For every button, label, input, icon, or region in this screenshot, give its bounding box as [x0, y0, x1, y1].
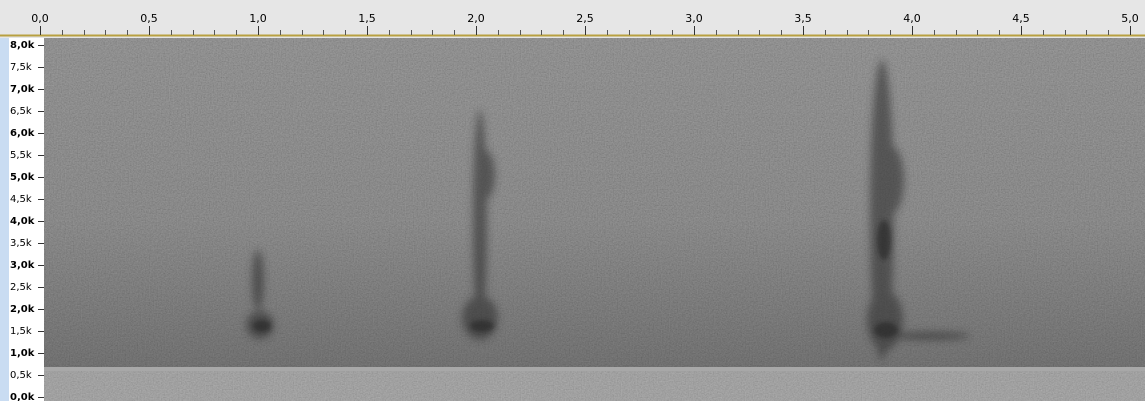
frequency-ticks: 8,0k 7,5k 7,0k 6,5k 6,0k 5,5k 5,0k 4,5k 4,0k 3,5k…	[10, 40, 44, 401]
frequency-tick-label: 0,5k	[10, 370, 32, 381]
frequency-tick-label: 8,0k	[10, 40, 35, 51]
time-tick-label: 1,5	[358, 12, 376, 25]
spectrogram	[44, 38, 1145, 401]
time-tick-label: 1,0	[249, 12, 267, 25]
frequency-tick-label: 2,5k	[10, 282, 32, 293]
time-ruler[interactable]	[0, 0, 1145, 38]
time-tick-label: 2,0	[467, 12, 485, 25]
time-tick-label: 5,0	[1121, 12, 1139, 25]
frequency-tick-label: 3,0k	[10, 260, 35, 271]
time-tick-label: 3,0	[685, 12, 703, 25]
frequency-tick-label: 5,5k	[10, 150, 32, 161]
time-tick-label: 4,5	[1012, 12, 1030, 25]
frequency-tick-label: 6,5k	[10, 106, 32, 117]
frequency-tick-label: 1,0k	[10, 348, 35, 359]
frequency-tick-label: 5,0k	[10, 172, 35, 183]
frequency-tick-label: 6,0k	[10, 128, 35, 139]
time-tick-label: 0,5	[140, 12, 158, 25]
frequency-tick-label: 4,0k	[10, 216, 35, 227]
frequency-tick-label: 7,5k	[10, 62, 32, 73]
time-tick-label: 2,5	[576, 12, 594, 25]
track-side-bar[interactable]	[0, 38, 9, 401]
frequency-tick-label: 2,0k	[10, 304, 35, 315]
frequency-tick-label: 0,0k	[10, 392, 35, 401]
frequency-tick-label: 4,5k	[10, 194, 32, 205]
frequency-tick-label: 3,5k	[10, 238, 32, 249]
frequency-tick-label: 1,5k	[10, 326, 32, 337]
time-tick-label: 4,0	[903, 12, 921, 25]
ruler-ticks: 0,0 0,5 1,0 1,5 2,0 2,5 3,0 3,5 4,0 4,5 5,0	[31, 12, 1139, 35]
time-tick-label: 3,5	[794, 12, 812, 25]
frequency-tick-label: 7,0k	[10, 84, 35, 95]
time-tick-label: 0,0	[31, 12, 49, 25]
